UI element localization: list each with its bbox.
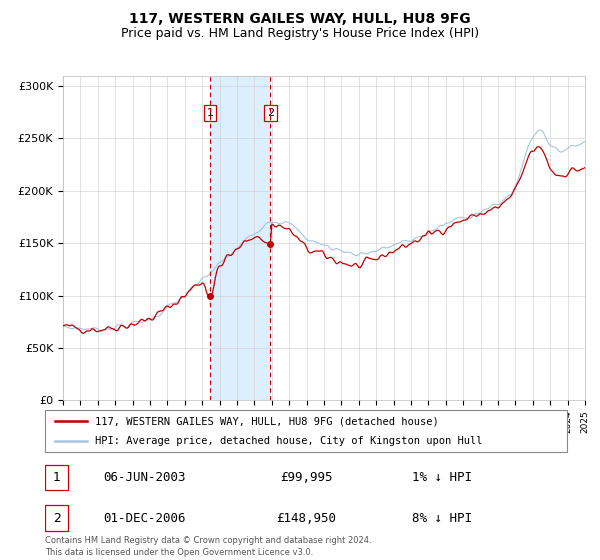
Text: £148,950: £148,950 [276,511,336,525]
Text: Price paid vs. HM Land Registry's House Price Index (HPI): Price paid vs. HM Land Registry's House … [121,27,479,40]
FancyBboxPatch shape [45,465,68,491]
Text: 2: 2 [53,511,61,525]
Text: 117, WESTERN GAILES WAY, HULL, HU8 9FG (detached house): 117, WESTERN GAILES WAY, HULL, HU8 9FG (… [95,417,439,426]
Text: 1: 1 [206,108,214,118]
Text: Contains HM Land Registry data © Crown copyright and database right 2024.: Contains HM Land Registry data © Crown c… [45,536,371,545]
Text: 06-JUN-2003: 06-JUN-2003 [103,471,185,484]
Text: 2: 2 [267,108,274,118]
Text: HPI: Average price, detached house, City of Kingston upon Hull: HPI: Average price, detached house, City… [95,436,482,446]
Text: 1% ↓ HPI: 1% ↓ HPI [412,471,472,484]
Text: 1: 1 [53,471,61,484]
Text: This data is licensed under the Open Government Licence v3.0.: This data is licensed under the Open Gov… [45,548,313,557]
Text: 117, WESTERN GAILES WAY, HULL, HU8 9FG: 117, WESTERN GAILES WAY, HULL, HU8 9FG [129,12,471,26]
Text: 01-DEC-2006: 01-DEC-2006 [103,511,185,525]
Bar [210,76,271,400]
Text: 8% ↓ HPI: 8% ↓ HPI [412,511,472,525]
Text: £99,995: £99,995 [280,471,332,484]
FancyBboxPatch shape [45,410,567,452]
FancyBboxPatch shape [45,505,68,531]
